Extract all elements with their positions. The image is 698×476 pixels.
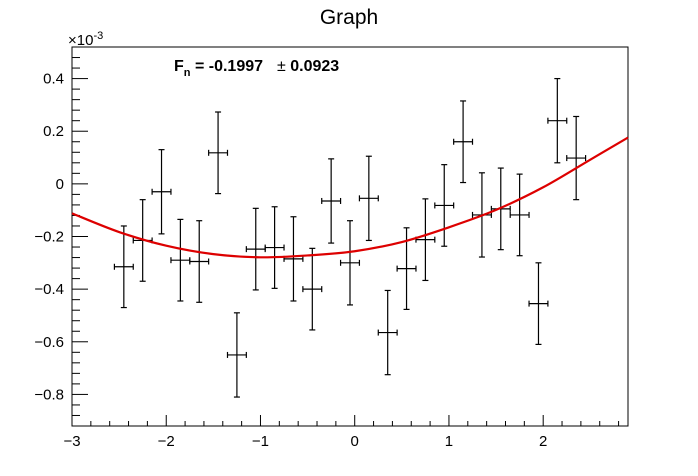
data-point bbox=[509, 173, 530, 257]
y-axis: −0.8 −0.6 −0.4 −0.2 0 0.2 0.4 bbox=[34, 46, 88, 427]
y-axis-multiplier: ×10-3 bbox=[68, 30, 103, 49]
x-tick-label: −3 bbox=[63, 433, 80, 450]
data-point bbox=[339, 220, 361, 306]
x-axis: −3 −2 −1 0 1 2 bbox=[63, 415, 620, 450]
data-point bbox=[547, 77, 568, 164]
y-multiplier-base: ×10 bbox=[68, 32, 93, 49]
y-tick-label: 0.4 bbox=[43, 71, 64, 88]
fit-curve bbox=[71, 136, 629, 259]
data-point bbox=[566, 115, 587, 201]
data-point bbox=[358, 155, 379, 242]
x-tick-label: −1 bbox=[252, 433, 269, 450]
y-tick-label: 0.2 bbox=[43, 123, 64, 140]
annotation-subscript: n bbox=[184, 67, 191, 79]
y-multiplier-exponent: -3 bbox=[93, 30, 103, 42]
y-tick-label: 0 bbox=[56, 176, 64, 193]
y-tick-label: −0.8 bbox=[34, 386, 64, 403]
data-point bbox=[189, 220, 210, 303]
data-point bbox=[170, 218, 191, 302]
y-tick-label: −0.2 bbox=[34, 229, 64, 246]
data-point bbox=[434, 164, 455, 247]
data-points bbox=[113, 77, 587, 398]
data-point bbox=[453, 100, 474, 184]
x-tick-label: 0 bbox=[351, 433, 359, 450]
data-point bbox=[226, 312, 247, 398]
data-point bbox=[264, 206, 285, 289]
y-tick-label: −0.4 bbox=[34, 281, 64, 298]
data-point bbox=[377, 289, 398, 376]
x-tick-label: 2 bbox=[539, 433, 547, 450]
data-point bbox=[113, 225, 134, 309]
data-point bbox=[528, 262, 549, 346]
fit-annotation: Fn = -0.1997 ± 0.0923 bbox=[174, 58, 339, 79]
data-point bbox=[208, 111, 229, 195]
data-point bbox=[302, 247, 323, 331]
data-point bbox=[321, 158, 342, 244]
y-tick-label: −0.6 bbox=[34, 334, 64, 351]
data-point bbox=[245, 207, 266, 291]
data-point bbox=[283, 216, 304, 302]
annotation-plus-minus: ± bbox=[277, 58, 286, 75]
x-tick-label: −2 bbox=[158, 433, 175, 450]
data-point bbox=[151, 149, 172, 235]
annotation-error: 0.0923 bbox=[286, 58, 339, 75]
annotation-value: = -0.1997 bbox=[191, 58, 264, 75]
annotation-label: F bbox=[174, 58, 184, 75]
data-point bbox=[415, 198, 436, 282]
chart-title: Graph bbox=[320, 6, 378, 29]
x-tick-label: 1 bbox=[445, 433, 453, 450]
